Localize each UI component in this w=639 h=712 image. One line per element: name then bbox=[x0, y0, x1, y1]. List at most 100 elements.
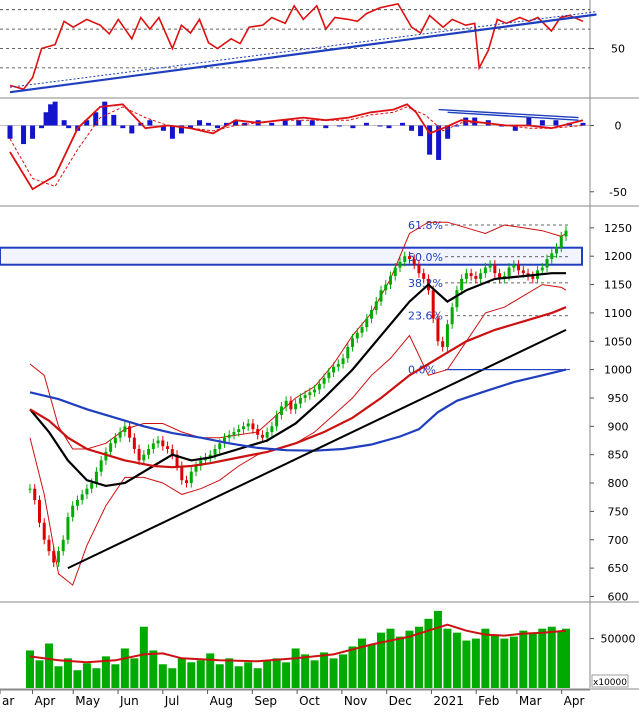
price-tick-label: 1100 bbox=[604, 307, 632, 320]
macd-tick-label: -50 bbox=[609, 186, 627, 199]
time-axis-label: Oct bbox=[299, 694, 320, 708]
fib-level-label: 38.2% bbox=[408, 277, 443, 290]
candle-body bbox=[365, 318, 369, 328]
volume-bar bbox=[443, 628, 452, 688]
volume-bar bbox=[168, 668, 177, 688]
volume-bar bbox=[253, 668, 262, 688]
macd-histogram-bar bbox=[224, 122, 230, 126]
volume-bar bbox=[367, 644, 376, 688]
volume-bar bbox=[272, 658, 281, 688]
candle-body bbox=[28, 488, 32, 490]
candle-body bbox=[47, 539, 51, 552]
candle-body bbox=[327, 372, 331, 379]
candle-body bbox=[341, 358, 345, 364]
candle-body bbox=[422, 273, 426, 279]
macd-histogram-bar bbox=[269, 122, 275, 126]
candle-body bbox=[260, 434, 264, 438]
macd-histogram-bar bbox=[66, 125, 72, 129]
candle-body bbox=[431, 290, 435, 319]
candle-body bbox=[222, 437, 226, 444]
candle-body bbox=[289, 400, 293, 410]
price-tick-label: 1000 bbox=[604, 364, 632, 377]
volume-bar bbox=[206, 653, 215, 688]
candle-body bbox=[80, 494, 84, 501]
candle-body bbox=[132, 437, 136, 450]
volume-bar bbox=[177, 658, 186, 688]
volume-bar bbox=[433, 610, 442, 688]
macd-histogram-bar bbox=[39, 125, 45, 129]
volume-bar bbox=[358, 638, 367, 688]
candle-body bbox=[270, 426, 274, 433]
volume-bar bbox=[82, 663, 91, 688]
macd-histogram-bar bbox=[427, 125, 433, 155]
volume-bar bbox=[519, 630, 528, 688]
candle-body bbox=[398, 261, 402, 268]
candle-body bbox=[251, 423, 255, 430]
time-axis-label: Mar bbox=[519, 694, 542, 708]
candle-body bbox=[370, 310, 374, 319]
macd-histogram-bar bbox=[418, 125, 424, 137]
volume-bar bbox=[215, 664, 224, 688]
macd-histogram-bar bbox=[445, 125, 451, 139]
macd-histogram-bar bbox=[196, 120, 202, 126]
price-tick-label: 750 bbox=[608, 505, 629, 518]
macd-histogram-bar bbox=[84, 120, 90, 126]
macd-histogram-bar bbox=[323, 125, 329, 129]
price-tick-label: 800 bbox=[608, 477, 629, 490]
price-tick-label: 1200 bbox=[604, 250, 632, 263]
volume-bar bbox=[111, 664, 120, 688]
volume-bar bbox=[547, 626, 556, 688]
macd-histogram-bar bbox=[120, 125, 126, 129]
time-axis-label: Nov bbox=[344, 694, 367, 708]
volume-bar bbox=[386, 628, 395, 688]
volume-bar bbox=[500, 638, 509, 688]
candle-body bbox=[374, 301, 378, 311]
candle-body bbox=[104, 451, 108, 461]
macd-histogram-bar bbox=[400, 122, 406, 126]
volume-bar bbox=[149, 650, 158, 688]
candle-body bbox=[94, 471, 98, 484]
candle-body bbox=[170, 449, 174, 455]
time-axis-label: Sep bbox=[254, 694, 277, 708]
resistance-zone bbox=[0, 246, 583, 266]
candle-body bbox=[379, 290, 383, 302]
moving-average-short bbox=[29, 272, 566, 488]
candle-body bbox=[208, 454, 212, 458]
candle-body bbox=[194, 466, 198, 472]
macd-histogram-bar bbox=[233, 120, 239, 126]
volume-bar bbox=[54, 666, 63, 688]
macd-histogram-bar bbox=[111, 114, 117, 126]
volume-bar bbox=[562, 628, 570, 688]
candle-body bbox=[441, 341, 445, 347]
volume-bar bbox=[395, 636, 404, 688]
candle-body bbox=[564, 230, 568, 237]
candle-body bbox=[246, 423, 250, 427]
candle-body bbox=[412, 259, 416, 265]
macd-histogram-bar bbox=[363, 122, 369, 126]
candle-body bbox=[37, 500, 41, 523]
price-tick-label: 600 bbox=[608, 590, 629, 603]
time-axis-label: ar bbox=[2, 694, 14, 708]
candle-body bbox=[161, 440, 165, 447]
macd-histogram-bar bbox=[61, 120, 67, 126]
macd-trendline bbox=[438, 108, 579, 119]
volume-bar bbox=[471, 638, 480, 688]
candle-body bbox=[308, 392, 312, 396]
candle-body bbox=[403, 256, 407, 262]
candle-body bbox=[189, 471, 193, 484]
volume-tick-label: 50000 bbox=[601, 633, 636, 646]
candle-body bbox=[298, 397, 302, 404]
fib-level-label: 0.0% bbox=[408, 364, 436, 377]
volume-bar bbox=[187, 662, 196, 688]
time-axis-label: Feb bbox=[478, 694, 499, 708]
candle-body bbox=[294, 403, 298, 410]
candle-body bbox=[66, 517, 70, 540]
candle-body bbox=[384, 284, 388, 291]
price-tick-label: 950 bbox=[608, 392, 629, 405]
macd-histogram-bar bbox=[21, 125, 27, 145]
macd-histogram-bar bbox=[512, 125, 518, 131]
candle-body bbox=[445, 324, 449, 347]
candle-body bbox=[332, 366, 336, 373]
volume-bar bbox=[310, 660, 319, 688]
candle-body bbox=[464, 273, 468, 279]
